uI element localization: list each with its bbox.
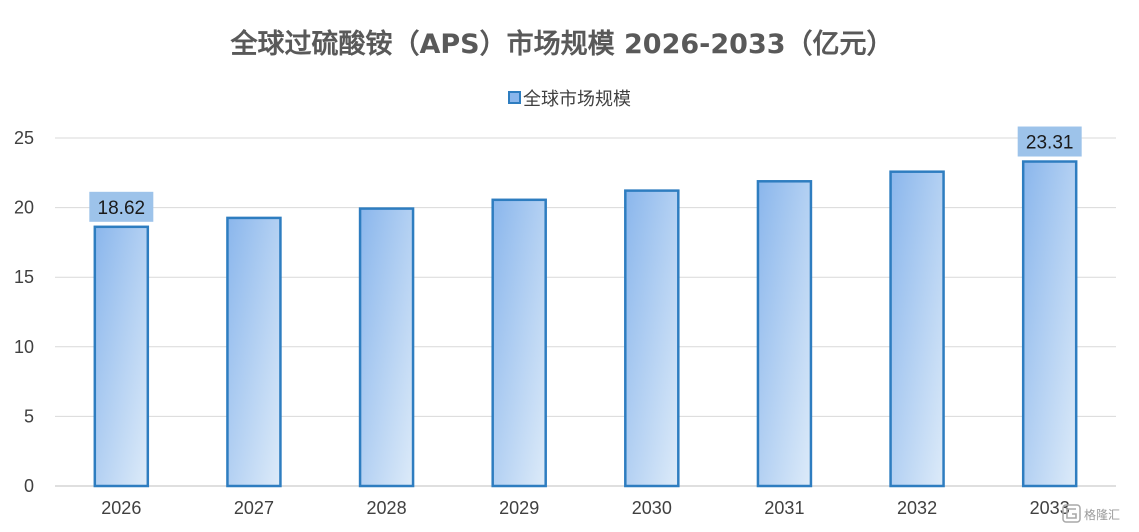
chart-title: 全球过硫酸铵（APS）市场规模 2026-2033（亿元） xyxy=(229,28,893,60)
watermark-text: 格隆汇 xyxy=(1084,507,1120,522)
x-tick-label: 2027 xyxy=(234,498,274,518)
bar xyxy=(624,189,680,488)
gridlines xyxy=(55,137,1116,487)
y-tick-label: 20 xyxy=(14,198,34,218)
gelonghui-logo-icon xyxy=(1062,504,1081,523)
bar xyxy=(756,180,813,488)
bar xyxy=(358,207,415,488)
legend-swatch xyxy=(508,91,521,104)
data-label: 23.31 xyxy=(1026,133,1074,154)
x-tick-label: 2031 xyxy=(764,498,804,518)
x-tick-label: 2030 xyxy=(632,498,672,518)
data-label-box xyxy=(1017,126,1082,157)
bar xyxy=(491,198,547,488)
legend: 全球市场规模 xyxy=(508,89,631,110)
y-tick-label: 10 xyxy=(14,337,34,357)
bar xyxy=(226,216,282,488)
bar xyxy=(889,170,945,488)
data-labels: 18.62 23.31 xyxy=(89,126,1082,222)
x-tick-label: 2028 xyxy=(367,498,407,518)
bar xyxy=(1021,160,1078,488)
x-tick-label: 2032 xyxy=(897,498,937,518)
data-label: 18.62 xyxy=(98,198,146,219)
x-axis: 2026 2027 2028 2029 2030 2031 2032 2033 xyxy=(101,498,1069,518)
y-tick-label: 0 xyxy=(24,476,34,496)
x-tick-label: 2029 xyxy=(499,498,539,518)
x-tick-label: 2033 xyxy=(1030,498,1070,518)
y-axis: 0 5 10 15 20 25 xyxy=(14,128,34,496)
y-tick-label: 25 xyxy=(14,128,34,148)
y-tick-label: 5 xyxy=(24,406,34,426)
x-tick-label: 2026 xyxy=(101,498,141,518)
watermark: 格隆汇 xyxy=(1062,504,1120,523)
bar xyxy=(93,225,150,488)
legend-label: 全球市场规模 xyxy=(523,89,631,110)
data-label-box xyxy=(89,191,154,222)
bars xyxy=(93,160,1078,488)
y-tick-label: 15 xyxy=(14,267,34,287)
